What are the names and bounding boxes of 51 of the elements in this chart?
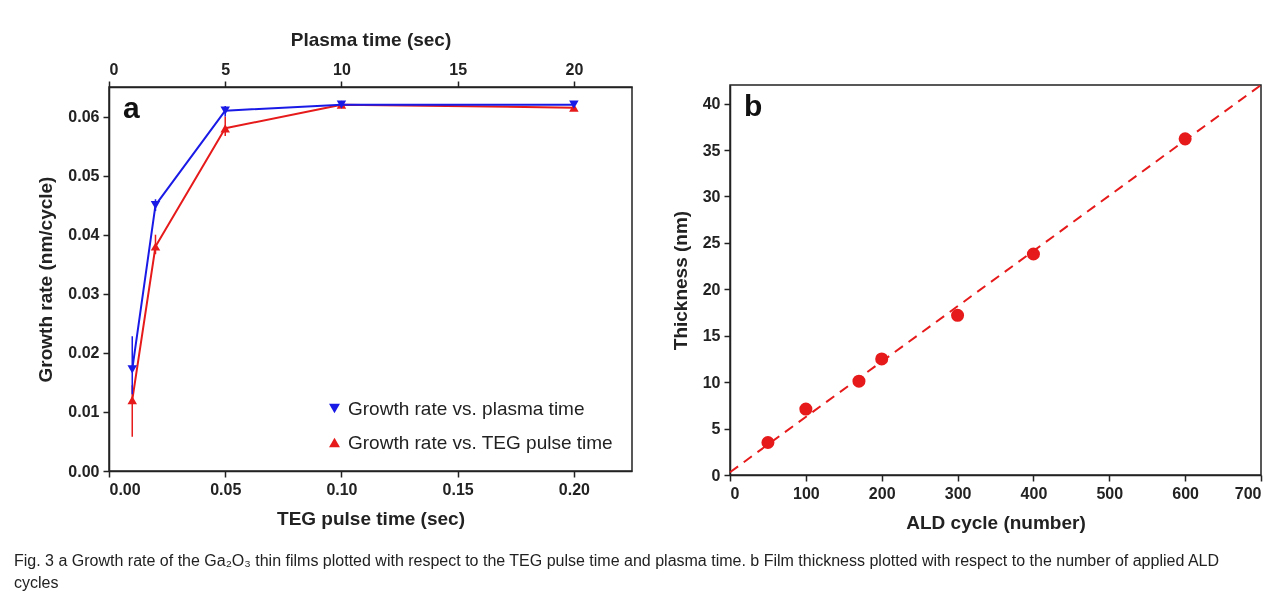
y-tick-label: 10: [702, 373, 721, 391]
x-tick-label: 0.10: [326, 480, 358, 498]
point: [127, 396, 137, 405]
y-tick-label: 5: [711, 420, 721, 438]
x-tick-label: 0.00: [109, 480, 141, 498]
legend-label: Growth rate vs. plasma time: [348, 397, 585, 419]
x2-tick-label: 5: [221, 60, 231, 78]
x-axis-title: TEG pulse time (sec): [277, 507, 465, 529]
y-tick-label: 35: [702, 141, 721, 159]
x2-tick-label: 10: [333, 60, 351, 78]
x2-tick-label: 20: [565, 60, 584, 78]
y-tick-label: 0.05: [68, 167, 100, 185]
y-tick-label: 0.01: [68, 403, 100, 421]
y-tick-label: 20: [702, 280, 721, 298]
y-tick-label: 15: [702, 327, 721, 345]
y-tick-label: 30: [702, 187, 721, 205]
point: [761, 435, 775, 450]
x-tick-label: 100: [793, 484, 820, 502]
x-tick-label: 700: [1234, 484, 1262, 502]
point: [220, 124, 230, 133]
y-axis-title: Thickness (nm): [669, 210, 691, 351]
y-tick-label: 0.00: [68, 462, 100, 480]
y-tick-label: 0.03: [68, 285, 100, 303]
y-tick-label: 25: [702, 234, 721, 252]
x-axis-title: ALD cycle (number): [906, 511, 1086, 533]
x-tick-label: 400: [1020, 484, 1048, 502]
x2-axis-title: Plasma time (sec): [290, 28, 452, 50]
x-tick-label: 0: [730, 484, 740, 502]
annotation: b: [744, 89, 763, 122]
x2-tick-label: 0: [109, 60, 119, 78]
x-tick-label: 200: [868, 484, 896, 502]
y-tick-label: 0.06: [68, 108, 100, 126]
x-tick-label: 0.20: [558, 480, 591, 498]
y-tick-label: 0.04: [68, 226, 100, 244]
x-tick-label: 300: [944, 484, 972, 502]
y-axis-title: Growth rate (nm/cycle): [35, 176, 57, 383]
x-tick-label: 0.05: [210, 480, 242, 498]
y-tick-label: 0: [711, 466, 721, 484]
y-tick-label: 0.02: [68, 344, 100, 362]
legend-label: Growth rate vs. TEG pulse time: [348, 431, 613, 453]
x-tick-label: 0.15: [442, 480, 474, 498]
y-tick-label: 40: [702, 95, 721, 113]
point: [150, 242, 161, 251]
x-tick-label: 500: [1096, 484, 1124, 502]
point: [951, 308, 965, 322]
point: [1026, 247, 1040, 261]
x2-tick-label: 15: [449, 60, 468, 78]
x-tick-label: 600: [1172, 484, 1200, 502]
caption: Fig. 3 a Growth rate of the Ga₂O₃ thin films plotted with respect to the TEG pulse time and plasma time. b Film thickness plotted with respect to the number of applied ALD cycles: [14, 551, 1220, 593]
annotation: a: [123, 91, 140, 124]
point: [799, 402, 813, 416]
